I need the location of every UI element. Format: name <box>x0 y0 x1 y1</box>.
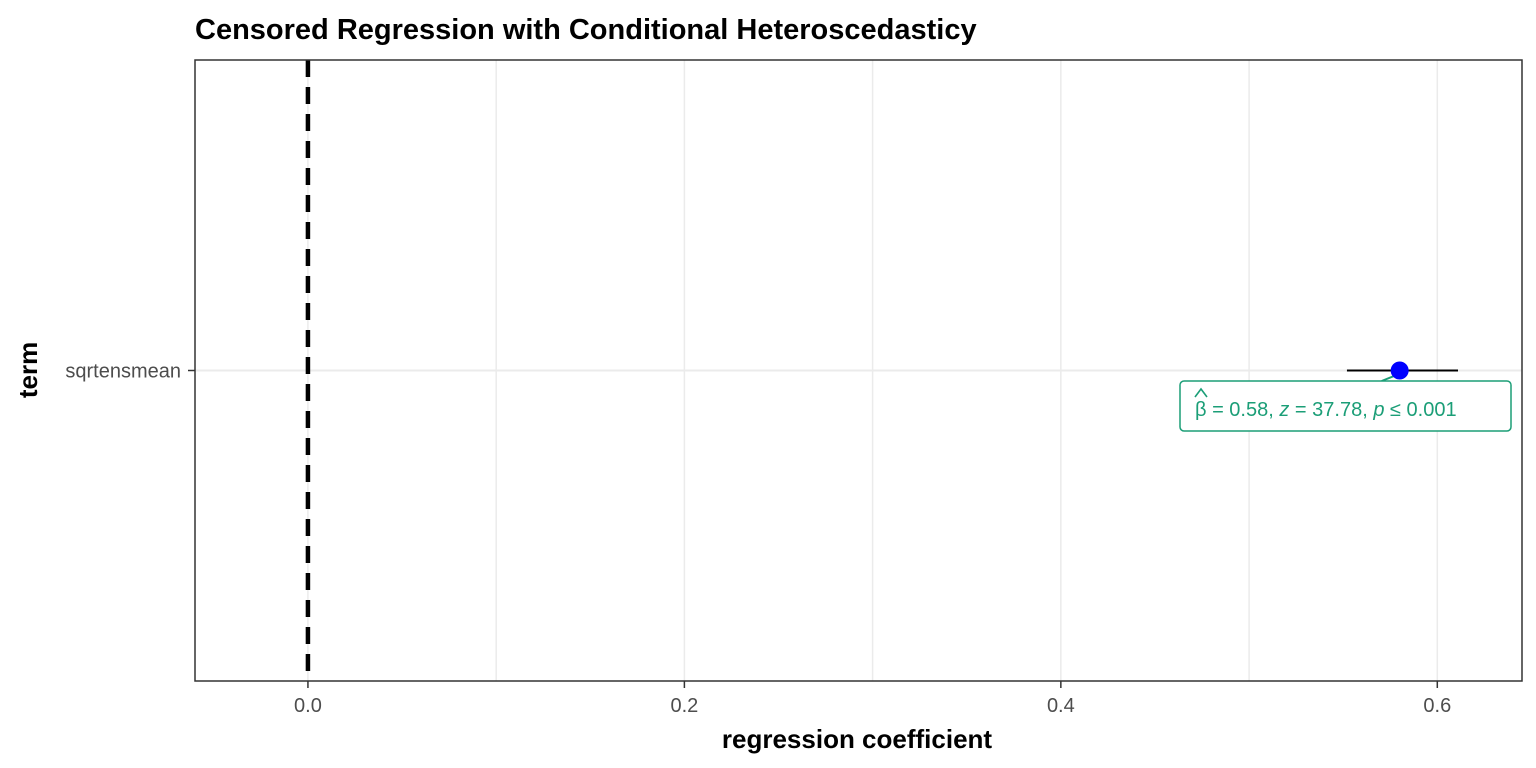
x-tick-label: 0.6 <box>1423 695 1451 717</box>
label-z-symbol: z <box>1278 399 1289 421</box>
chart-title: Censored Regression with Conditional Het… <box>195 14 977 46</box>
beta-hat-icon <box>1194 387 1208 398</box>
coefficient-label-text: β = 0.58, z = 37.78, p ≤ 0.001 <box>1195 399 1457 421</box>
label-p-value: ≤ 0.001 <box>1384 399 1456 421</box>
label-p-symbol: p <box>1372 399 1384 421</box>
x-axis-title: regression coefficient <box>722 724 993 754</box>
y-axis: sqrtensmean <box>65 361 195 383</box>
x-tick-label: 0.4 <box>1047 695 1075 717</box>
label-beta-value: = 0.58, <box>1207 399 1280 421</box>
coefficient-label-box <box>1179 380 1512 432</box>
x-tick-label: 0.0 <box>294 695 322 717</box>
label-z-value: = 37.78, <box>1289 399 1373 421</box>
y-axis-title: term <box>13 342 43 398</box>
coefficient-point <box>1390 361 1409 380</box>
x-tick-label: 0.2 <box>670 695 698 717</box>
grid-lines <box>195 60 1522 681</box>
label-beta-symbol: β <box>1195 399 1207 421</box>
y-tick-label: sqrtensmean <box>65 361 181 383</box>
coefficient-marks: β = 0.58, z = 37.78, p ≤ 0.001 <box>1179 361 1512 432</box>
x-axis: 0.0 0.2 0.4 0.6 <box>294 681 1451 717</box>
